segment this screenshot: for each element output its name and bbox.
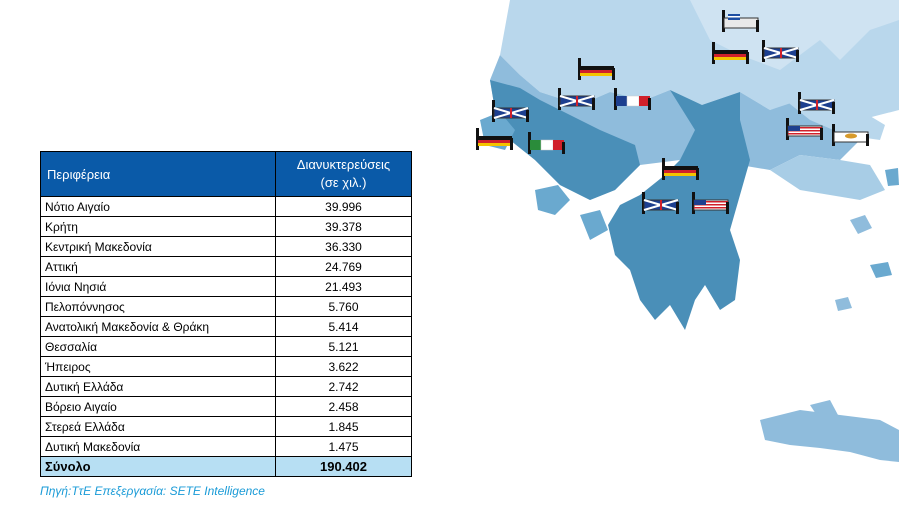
map-island-1 <box>850 215 872 234</box>
region-cell: Ήπειρος <box>40 356 276 377</box>
map-island-3 <box>835 297 852 311</box>
bed-flag-germany-icon <box>476 128 513 150</box>
overnight-stays-table: Περιφέρεια Διανυκτερεύσεις (σε χιλ.) Νότ… <box>40 151 412 477</box>
table-row: Νότιο Αιγαίο 39.996 <box>40 196 412 217</box>
bed-flag-greece-icon <box>722 10 759 32</box>
bed-flag-uk-icon <box>558 88 595 110</box>
value-cell: 5.414 <box>275 316 412 337</box>
source-note: Πηγή:ΤτΕ Επεξεργασία: SETE Intelligence <box>40 484 265 498</box>
region-cell: Βόρειο Αιγαίο <box>40 396 276 417</box>
total-value: 190.402 <box>275 456 412 477</box>
bed-flag-usa-icon <box>786 118 823 140</box>
bed-flag-uk-icon <box>642 192 679 214</box>
region-cell: Δυτική Ελλάδα <box>40 376 276 397</box>
header-value-line2: (σε χιλ.) <box>320 175 367 190</box>
region-cell: Νότιο Αιγαίο <box>40 196 276 217</box>
region-cell: Κεντρική Μακεδονία <box>40 236 276 257</box>
table-row: Θεσσαλία 5.121 <box>40 336 412 357</box>
bed-flag-france-icon <box>614 88 651 110</box>
table-header-row: Περιφέρεια Διανυκτερεύσεις (σε χιλ.) <box>40 151 412 197</box>
value-cell: 39.996 <box>275 196 412 217</box>
bed-flag-uk-icon <box>798 92 835 114</box>
map-region-ionian-2 <box>535 185 570 215</box>
value-cell: 5.760 <box>275 296 412 317</box>
bed-flag-germany-icon <box>578 58 615 80</box>
table-total-row: Σύνολο 190.402 <box>40 456 412 477</box>
region-cell: Κρήτη <box>40 216 276 237</box>
table-row: Δυτική Ελλάδα 2.742 <box>40 376 412 397</box>
overnight-stays-table-container: Περιφέρεια Διανυκτερεύσεις (σε χιλ.) Νότ… <box>40 151 412 477</box>
table-row: Ανατολική Μακεδονία & Θράκη 5.414 <box>40 316 412 337</box>
table-row: Βόρειο Αιγαίο 2.458 <box>40 396 412 417</box>
header-region: Περιφέρεια <box>40 151 276 197</box>
region-cell: Ιόνια Νησιά <box>40 276 276 297</box>
table-row: Ήπειρος 3.622 <box>40 356 412 377</box>
value-cell: 36.330 <box>275 236 412 257</box>
table-row: Πελοπόννησος 5.760 <box>40 296 412 317</box>
region-cell: Δυτική Μακεδονία <box>40 436 276 457</box>
map-island-2 <box>870 262 892 278</box>
bed-flag-usa-icon <box>692 192 729 214</box>
header-value-line1: Διανυκτερεύσεις <box>296 157 391 172</box>
value-cell: 2.742 <box>275 376 412 397</box>
bed-flag-germany-icon <box>662 158 699 180</box>
value-cell: 5.121 <box>275 336 412 357</box>
bed-flag-germany-icon <box>712 42 749 64</box>
bed-flag-uk-icon <box>762 40 799 62</box>
bed-flag-cyprus-icon <box>832 124 869 146</box>
region-cell: Θεσσαλία <box>40 336 276 357</box>
map-island-5 <box>885 168 899 186</box>
bed-flag-uk-icon <box>492 100 529 122</box>
value-cell: 1.845 <box>275 416 412 437</box>
bed-flag-italy-icon <box>528 132 565 154</box>
value-cell: 3.622 <box>275 356 412 377</box>
region-cell: Αττική <box>40 256 276 277</box>
table-row: Κεντρική Μακεδονία 36.330 <box>40 236 412 257</box>
region-cell: Ανατολική Μακεδονία & Θράκη <box>40 316 276 337</box>
map-region-crete <box>760 410 899 462</box>
value-cell: 21.493 <box>275 276 412 297</box>
table-row: Ιόνια Νησιά 21.493 <box>40 276 412 297</box>
value-cell: 2.458 <box>275 396 412 417</box>
table-row: Δυτική Μακεδονία 1.475 <box>40 436 412 457</box>
value-cell: 1.475 <box>275 436 412 457</box>
greece-map <box>440 0 899 524</box>
table-row: Στερεά Ελλάδα 1.845 <box>40 416 412 437</box>
map-region-attica <box>770 155 885 200</box>
value-cell: 39.378 <box>275 216 412 237</box>
region-cell: Πελοπόννησος <box>40 296 276 317</box>
value-cell: 24.769 <box>275 256 412 277</box>
table-row: Κρήτη 39.378 <box>40 216 412 237</box>
map-region-ionian-3 <box>580 210 608 240</box>
region-cell: Στερεά Ελλάδα <box>40 416 276 437</box>
header-overnight-stays: Διανυκτερεύσεις (σε χιλ.) <box>275 151 412 197</box>
table-row: Αττική 24.769 <box>40 256 412 277</box>
total-label: Σύνολο <box>40 456 276 477</box>
